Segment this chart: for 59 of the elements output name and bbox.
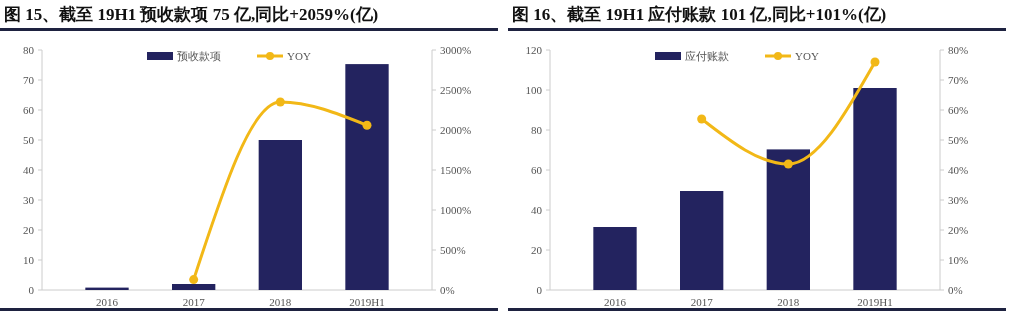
x-tick-label: 2017 [182,296,206,308]
bar [172,284,216,290]
x-tick-label: 2017 [690,296,714,308]
y-tick-label: 60 [23,103,35,116]
chart-title: 图 16、截至 19H1 应付账款 101 亿,同比+101%(亿) [512,5,887,24]
y2-tick-label: 3000% [440,43,472,56]
bar [853,88,897,290]
y2-tick-label: 70% [948,73,969,86]
y-tick-label: 100 [525,83,543,96]
y2-tick-label: 40% [948,163,969,176]
y2-tick-label: 80% [948,43,969,56]
point [870,57,880,67]
x-tick-label: 2016 [96,296,119,308]
y2-tick-label: 10% [948,253,969,266]
y-tick-label: 20 [23,223,35,236]
y-tick-label: 80 [23,43,35,56]
y2-tick-label: 1000% [440,203,472,216]
legend-label: 预收款项 [177,50,221,62]
y2-tick-label: 2500% [440,83,472,96]
y2-tick-label: 0% [440,283,455,296]
y-tick-label: 70 [23,73,35,86]
point [697,114,707,124]
bar [258,140,302,290]
x-tick-label: 2016 [604,296,627,308]
y2-tick-label: 50% [948,133,969,146]
y2-tick-label: 20% [948,223,969,236]
point [189,275,199,285]
y-tick-label: 30 [23,193,35,206]
y-tick-label: 0 [536,283,543,296]
bar [680,191,724,290]
legend-label: YOY [287,50,311,62]
y2-tick-label: 0% [948,283,963,296]
chart-title: 图 15、截至 19H1 预收款项 75 亿,同比+2059%(亿) [4,5,379,24]
y-tick-label: 120 [525,43,543,56]
y-tick-label: 40 [531,203,543,216]
y-tick-label: 50 [23,133,35,146]
bar [345,64,389,290]
point [783,159,793,169]
x-tick-label: 2019H1 [857,296,893,308]
legend-label: 应付账款 [685,50,729,62]
bar [593,227,637,290]
y-tick-label: 40 [23,163,35,176]
y-tick-label: 20 [531,243,543,256]
y-tick-label: 0 [28,283,35,296]
point [275,97,285,107]
y2-tick-label: 500% [440,243,466,256]
y2-tick-label: 60% [948,103,969,116]
y-tick-label: 80 [531,123,543,136]
y2-tick-label: 30% [948,193,969,206]
y2-tick-label: 2000% [440,123,472,136]
point [362,120,372,130]
y2-tick-label: 1500% [440,163,472,176]
x-tick-label: 2018 [269,296,292,308]
bar [766,149,810,290]
y-tick-label: 10 [23,253,35,266]
x-tick-label: 2018 [777,296,800,308]
y-tick-label: 60 [531,163,543,176]
x-tick-label: 2019H1 [349,296,385,308]
legend-label: YOY [795,50,819,62]
